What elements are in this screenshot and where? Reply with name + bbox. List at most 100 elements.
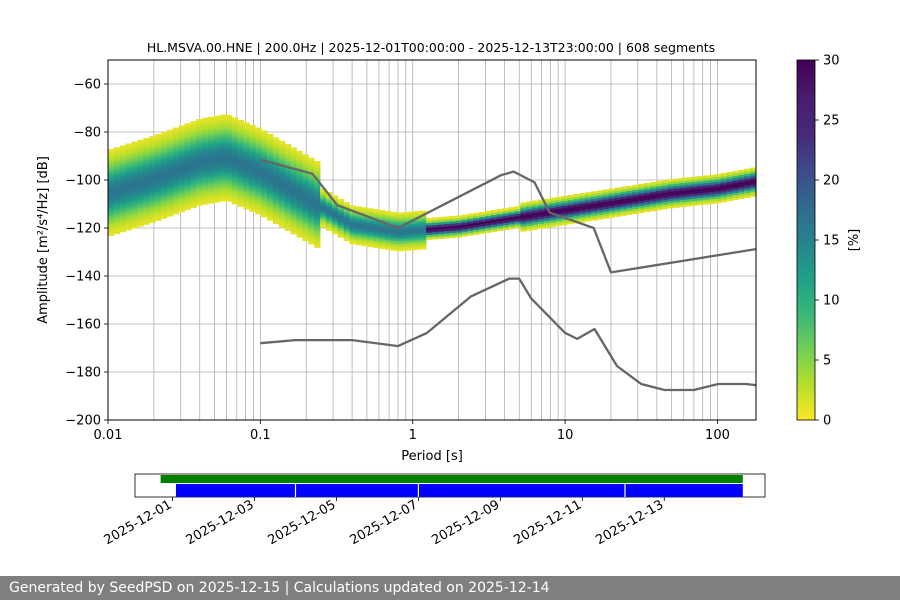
heatmap-cell <box>155 215 162 219</box>
heatmap-cell <box>178 197 185 201</box>
heatmap-cell <box>231 158 238 162</box>
heatmap-cell <box>143 147 150 151</box>
heatmap-cell <box>555 199 562 203</box>
heatmap-cell <box>697 183 704 187</box>
heatmap-cell <box>490 209 498 213</box>
heatmap-cell <box>367 237 374 240</box>
heatmap-cell <box>249 168 256 171</box>
heatmap-cell <box>308 176 315 180</box>
heatmap-cell <box>414 244 421 248</box>
heatmap-cell <box>125 225 132 228</box>
heatmap-cell <box>378 229 386 233</box>
heatmap-cell <box>320 219 327 223</box>
heatmap-cell <box>744 192 751 196</box>
heatmap-cell <box>532 210 539 213</box>
heatmap-cell <box>155 170 162 173</box>
heatmap-cell <box>172 194 180 198</box>
heatmap-cell <box>237 151 244 154</box>
colorbar-tick-label: 30 <box>823 54 840 69</box>
heatmap-cell <box>184 200 191 203</box>
heatmap-cell <box>119 229 127 233</box>
heatmap-cell <box>455 215 462 219</box>
heatmap-cell <box>237 199 244 202</box>
heatmap-cell <box>390 243 398 246</box>
heatmap-cell <box>178 185 185 189</box>
heatmap-cell <box>549 207 557 211</box>
heatmap-cell <box>166 153 174 157</box>
heatmap-cell <box>249 201 256 205</box>
heatmap-cell <box>402 240 409 244</box>
heatmap-cell <box>320 198 327 202</box>
heatmap-cell <box>585 218 592 222</box>
heatmap-cell <box>608 198 616 201</box>
heatmap-cell <box>296 206 303 209</box>
heatmap-cell <box>302 156 309 160</box>
heatmap-cell <box>202 165 209 169</box>
date-tick-label: 2025-12-09 <box>429 497 502 548</box>
heatmap-cell <box>632 194 639 198</box>
heatmap-cell <box>278 147 286 151</box>
heatmap-cell <box>685 186 692 190</box>
heatmap-cell <box>479 211 486 215</box>
heatmap-cell <box>149 205 156 209</box>
x-tick-label: 100 <box>705 428 730 443</box>
heatmap-cell <box>596 197 604 201</box>
heatmap-cell <box>149 200 156 204</box>
heatmap-cell <box>644 206 651 210</box>
heatmap-cell <box>514 213 521 217</box>
heatmap-cell <box>596 199 604 203</box>
heatmap-cell <box>255 156 262 160</box>
heatmap-cell <box>596 209 604 213</box>
heatmap-cell <box>143 142 150 146</box>
heatmap-cell <box>149 220 156 223</box>
heatmap-cell <box>702 194 710 198</box>
heatmap-cell <box>679 197 686 200</box>
heatmap-cell <box>196 188 203 192</box>
heatmap-cell <box>343 202 350 206</box>
heatmap-cell <box>125 157 132 161</box>
heatmap-cell <box>726 183 733 187</box>
heatmap-cell <box>196 193 203 197</box>
heatmap-cell <box>673 204 680 208</box>
heatmap-cell <box>349 224 356 228</box>
heatmap-cell <box>314 197 321 200</box>
heatmap-cell <box>667 193 674 197</box>
heatmap-cell <box>655 197 663 201</box>
heatmap-cell <box>449 225 456 229</box>
heatmap-cell <box>514 208 521 212</box>
heatmap-cell <box>172 199 180 203</box>
heatmap-cell <box>337 203 345 207</box>
heatmap-cell <box>184 156 191 160</box>
heatmap-cell <box>255 127 262 131</box>
heatmap-cell <box>178 190 185 194</box>
heatmap-cell <box>272 163 280 167</box>
heatmap-cell <box>208 193 215 197</box>
heatmap-cell <box>143 145 150 148</box>
heatmap-cell <box>632 208 639 212</box>
heatmap-cell <box>355 240 362 243</box>
heatmap-cell <box>502 215 509 219</box>
heatmap-cell <box>113 149 121 153</box>
heatmap-cell <box>296 165 303 169</box>
heatmap-cell <box>732 192 739 196</box>
heatmap-cell <box>390 235 398 239</box>
heatmap-cell <box>396 234 403 237</box>
heatmap-cell <box>125 153 132 156</box>
heatmap-cell <box>296 227 303 231</box>
heatmap-cell <box>414 227 421 231</box>
heatmap-cell <box>638 193 645 197</box>
heatmap-cell <box>225 124 233 128</box>
heatmap-cell <box>467 216 474 219</box>
heatmap-cell <box>108 221 115 224</box>
heatmap-cell <box>178 192 185 196</box>
heatmap-cell <box>149 136 156 139</box>
heatmap-cell <box>161 206 168 210</box>
heatmap-cell <box>225 155 233 159</box>
heatmap-cell <box>225 136 233 140</box>
heatmap-cell <box>202 144 209 148</box>
heatmap-cell <box>314 237 321 241</box>
heatmap-cell <box>231 187 238 190</box>
heatmap-cell <box>384 232 392 236</box>
heatmap-cell <box>632 206 639 210</box>
heatmap-cell <box>149 188 156 192</box>
